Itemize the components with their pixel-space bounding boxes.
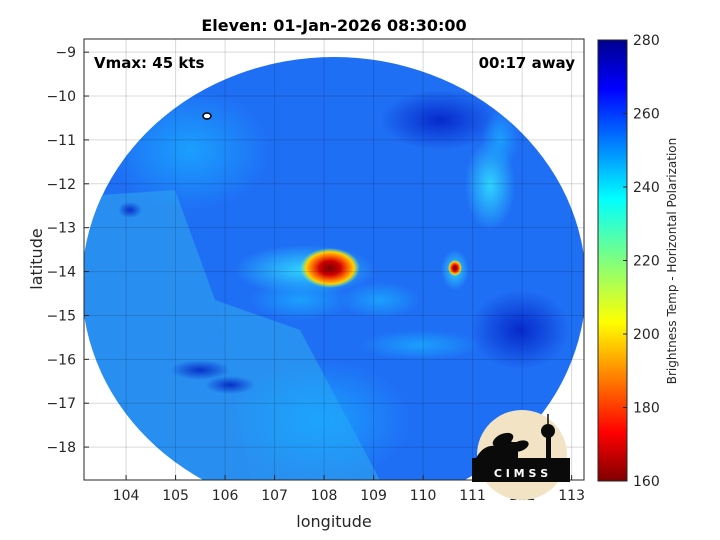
y-tick-label: −16 — [46, 352, 76, 368]
x-tick-label: 104 — [113, 488, 140, 504]
colorbar-tick-label: 200 — [633, 327, 660, 343]
colorbar-tick-labels: 280 260 240 220 200 180 160 — [623, 33, 660, 490]
colorbar-tick-label: 180 — [633, 401, 660, 417]
chart-title: Eleven: 01-Jan-2026 08:30:00 — [201, 16, 466, 35]
axes-frame — [83, 38, 585, 481]
y-tick-label: −18 — [46, 440, 76, 456]
y-tick-label: −9 — [55, 45, 76, 61]
colorbar-label: Brightness Temp - Horizontal Polarizatio… — [665, 138, 679, 385]
vmax-annotation: Vmax: 45 kts — [94, 54, 204, 72]
colorbar-tick-label: 260 — [633, 107, 660, 123]
x-tick-label: 111 — [459, 488, 486, 504]
x-tick-label: 105 — [162, 488, 189, 504]
colorbar-tick-label: 220 — [633, 254, 660, 270]
y-tick-labels: −9 −10 −11 −12 −13 −14 −15 −16 −17 −18 — [46, 45, 76, 456]
y-tick-label: −11 — [46, 133, 76, 149]
grid-lines — [84, 39, 584, 480]
x-tick-label: 106 — [212, 488, 239, 504]
logo-text: C I M S S — [494, 467, 548, 480]
colorbar-tick-label: 160 — [633, 474, 660, 490]
x-tick-label: 110 — [410, 488, 437, 504]
colorbar — [597, 39, 628, 482]
time-away-annotation: 00:17 away — [479, 54, 576, 72]
storm-core — [300, 248, 360, 288]
x-tick-label: 107 — [261, 488, 288, 504]
colorbar-tick-label: 240 — [633, 180, 660, 196]
y-tick-label: −12 — [46, 177, 76, 193]
y-tick-label: −14 — [46, 265, 76, 281]
y-tick-label: −17 — [46, 396, 76, 412]
x-tick-label: 109 — [360, 488, 387, 504]
y-axis-label: latitude — [27, 228, 46, 289]
y-tick-label: −15 — [46, 308, 76, 324]
swath-image — [84, 57, 584, 480]
cimss-logo: C I M S S — [472, 410, 570, 500]
x-tick-label: 108 — [311, 488, 338, 504]
x-tick-label: 113 — [558, 488, 585, 504]
y-tick-label: −13 — [46, 221, 76, 237]
colorbar-tick-label: 280 — [633, 33, 660, 49]
x-axis-label: longitude — [296, 512, 371, 531]
y-tick-label: −10 — [46, 89, 76, 105]
